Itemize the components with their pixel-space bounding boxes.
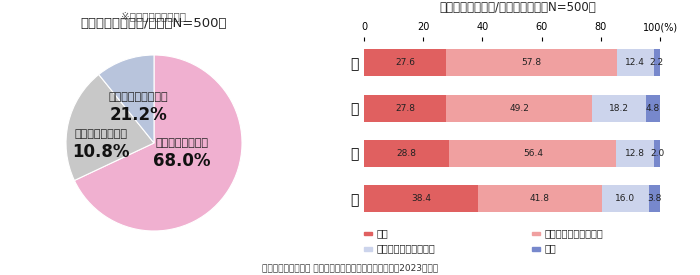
Text: 12.8: 12.8 — [625, 149, 645, 158]
Title: お風呂時間の好き/嫌い｜季節別（N=500）: お風呂時間の好き/嫌い｜季節別（N=500） — [440, 1, 596, 14]
Bar — [654, 50, 660, 76]
Text: 41.8: 41.8 — [530, 194, 550, 203]
Bar — [649, 185, 660, 212]
Text: 18.2: 18.2 — [609, 104, 629, 112]
Text: 57.8: 57.8 — [522, 58, 541, 67]
Text: どちらかというと好き: どちらかというと好き — [545, 228, 603, 238]
Text: 季節関係なく好き: 季節関係なく好き — [155, 138, 209, 148]
Bar — [364, 50, 446, 76]
Text: 12.4: 12.4 — [625, 58, 645, 67]
Text: 季節関係なく嫌い: 季節関係なく嫌い — [75, 129, 127, 139]
Bar — [617, 50, 654, 76]
Text: 38.4: 38.4 — [411, 194, 431, 203]
Wedge shape — [66, 75, 154, 180]
Text: 3.8: 3.8 — [648, 194, 661, 203]
Bar — [592, 95, 646, 122]
Text: 嫌い: 嫌い — [545, 243, 556, 253]
Bar — [654, 140, 660, 167]
Text: 16.0: 16.0 — [615, 194, 636, 203]
Bar — [616, 140, 654, 167]
Wedge shape — [99, 55, 154, 143]
Text: 季節によって変わる: 季節によって変わる — [108, 92, 168, 102]
Bar — [447, 95, 592, 122]
Text: 27.8: 27.8 — [395, 104, 415, 112]
Text: 56.4: 56.4 — [523, 149, 542, 158]
Text: 21.2%: 21.2% — [109, 106, 167, 124]
Text: 27.6: 27.6 — [395, 58, 415, 67]
Wedge shape — [74, 55, 242, 231]
Text: 2.2: 2.2 — [650, 58, 664, 67]
Text: 68.0%: 68.0% — [153, 152, 211, 170]
Bar — [364, 140, 449, 167]
Bar — [646, 95, 660, 122]
Bar — [364, 95, 447, 122]
Bar — [364, 185, 477, 212]
Text: どちらかというと嫌い: どちらかというと嫌い — [377, 243, 435, 253]
Title: お風呂時間の好き/嫌い（N=500）: お風呂時間の好き/嫌い（N=500） — [80, 17, 228, 31]
Text: 積水ハウス株式会社 住生活研究所「入浴に関する調査（2023年）」: 積水ハウス株式会社 住生活研究所「入浴に関する調査（2023年）」 — [262, 263, 438, 272]
Bar — [446, 50, 617, 76]
Text: 4.8: 4.8 — [646, 104, 660, 112]
Text: 49.2: 49.2 — [509, 104, 529, 112]
Bar — [449, 140, 616, 167]
Text: 2.0: 2.0 — [650, 149, 664, 158]
Bar — [601, 185, 649, 212]
Text: ※シャワーのみも含む: ※シャワーのみも含む — [122, 11, 186, 21]
Text: 好き: 好き — [377, 228, 389, 238]
Text: 10.8%: 10.8% — [73, 143, 130, 161]
Text: 28.8: 28.8 — [397, 149, 416, 158]
Bar — [477, 185, 601, 212]
